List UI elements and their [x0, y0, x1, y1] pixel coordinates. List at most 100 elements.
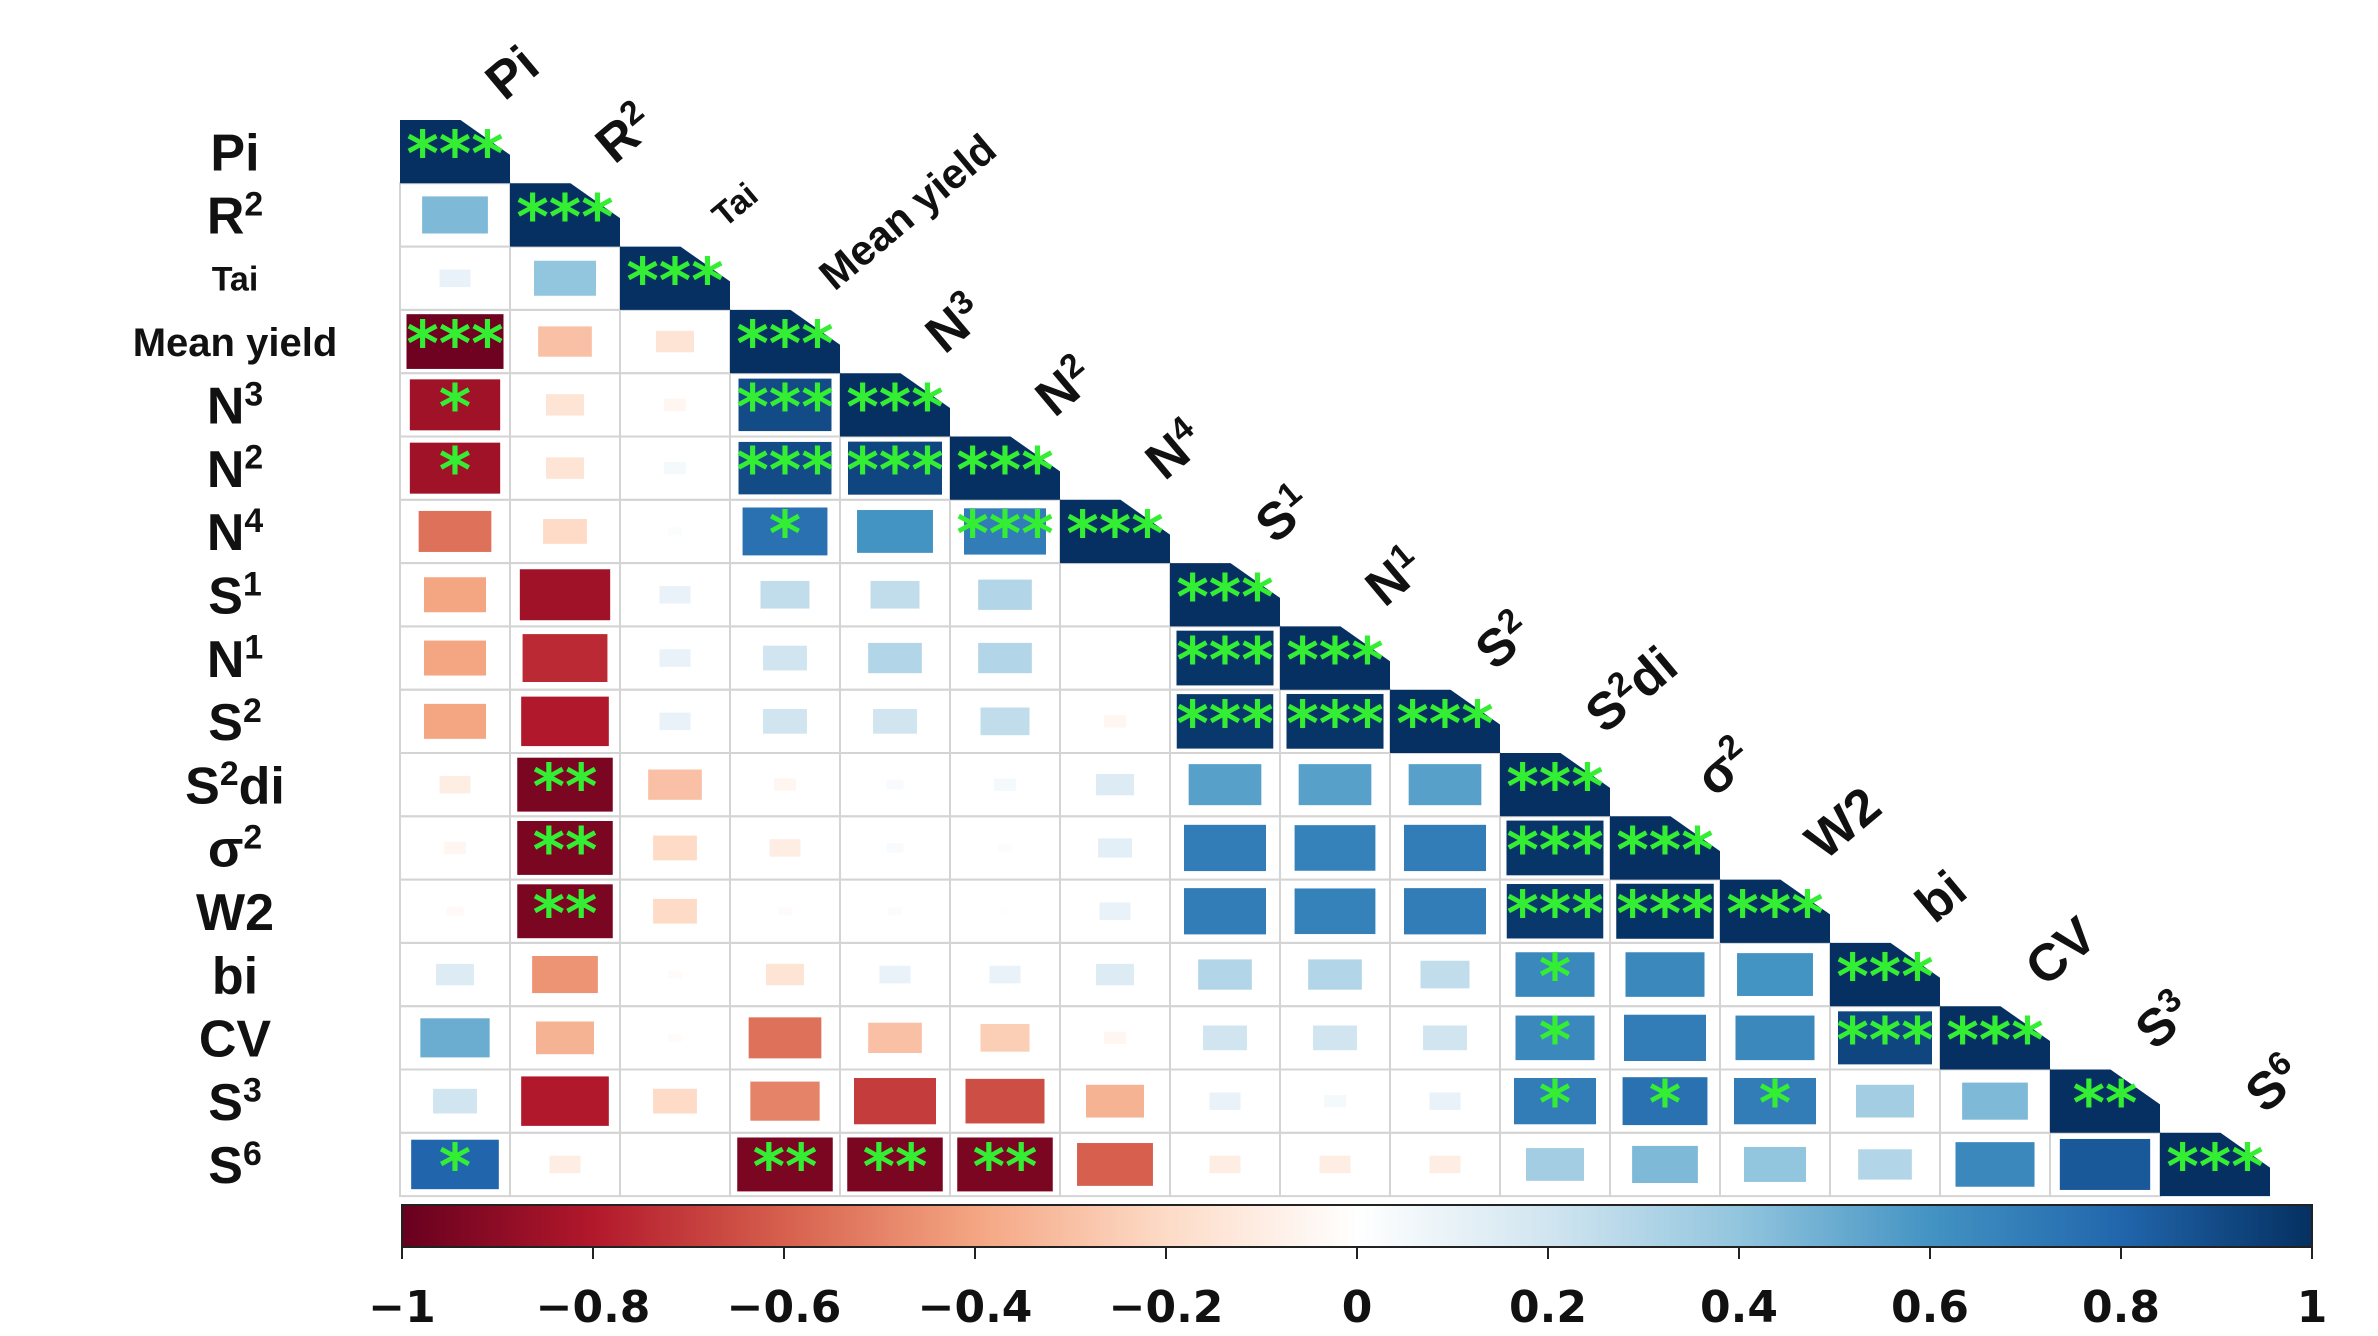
cell-13-8 [1308, 959, 1362, 990]
row-label-4: N3 [207, 375, 263, 435]
cell-7-5 [978, 579, 1032, 610]
row-label-3: Mean yield [133, 321, 338, 365]
col-label-1: R2 [584, 92, 666, 174]
star-13-13: *** [1836, 941, 1933, 1014]
star-6-3: * [769, 497, 801, 570]
cell-6-0 [418, 510, 492, 552]
cell-15-4 [854, 1078, 936, 1125]
cell-13-6 [1096, 963, 1134, 986]
cell-15-13 [1856, 1084, 1914, 1118]
cell-12-4 [888, 907, 902, 916]
cell-2-1 [534, 260, 596, 296]
cell-16-4 [847, 1137, 943, 1192]
row-label-7: S1 [208, 565, 261, 625]
diag-cell-13 [1830, 942, 1940, 1007]
cell-13-11 [1625, 952, 1705, 997]
colorbar-tick-label: −0.4 [918, 1282, 1033, 1333]
cell-15-10 [1514, 1078, 1596, 1125]
cell-16-12 [1744, 1146, 1806, 1182]
cell-15-12 [1734, 1078, 1816, 1125]
cell-15-0 [433, 1088, 477, 1114]
star-5-0: * [439, 434, 471, 507]
colorbar-tick-label: 0.4 [1700, 1282, 1778, 1333]
diag-cell-4 [840, 373, 950, 437]
cell-11-9 [1404, 824, 1486, 872]
cell-5-2 [664, 461, 686, 475]
diag-cell-9 [1390, 689, 1500, 753]
star-8-7: *** [1176, 624, 1273, 697]
cell-14-10 [1515, 1015, 1595, 1061]
col-label-0: Pi [475, 35, 550, 111]
cell-14-7 [1203, 1025, 1247, 1051]
colorbar-tick-label: −1 [368, 1282, 435, 1333]
cell-12-1 [517, 884, 613, 939]
cell-13-3 [766, 963, 804, 986]
cell-16-10 [1526, 1148, 1584, 1181]
cell-10-1 [517, 757, 613, 812]
cell-10-2 [648, 769, 702, 800]
row-label-8: N1 [207, 629, 263, 689]
cell-7-1 [519, 569, 611, 621]
cell-9-0 [424, 703, 486, 739]
cell-13-10 [1515, 952, 1595, 997]
cell-9-1 [521, 696, 609, 747]
cell-8-7 [1176, 630, 1274, 686]
cell-7-4 [870, 580, 920, 609]
cell-9-8 [1286, 693, 1384, 749]
cell-12-3 [778, 907, 792, 916]
row-label-9: S2 [208, 692, 261, 752]
cell-14-6 [1104, 1031, 1126, 1045]
star-16-4: ** [863, 1130, 928, 1203]
star-3-0: *** [406, 308, 503, 381]
cell-15-11 [1622, 1077, 1708, 1126]
cell-11-6 [1098, 838, 1132, 858]
cell-7-0 [424, 577, 486, 613]
cell-10-4 [886, 779, 904, 790]
diag-cell-6 [1060, 499, 1170, 564]
cell-13-9 [1420, 960, 1470, 989]
colorbar-tick-label: 0.2 [1509, 1282, 1587, 1333]
row-label-11: σ2 [208, 818, 262, 878]
cell-14-3 [748, 1017, 822, 1059]
col-label-16: S6 [2234, 1043, 2314, 1123]
col-label-13: bi [1905, 860, 1978, 934]
cell-11-1 [517, 821, 613, 875]
cell-12-9 [1404, 888, 1486, 935]
cell-9-5 [980, 707, 1030, 736]
star-1-1: *** [516, 181, 613, 254]
cell-10-5 [994, 778, 1016, 791]
cell-1-0 [422, 196, 488, 234]
cell-6-3 [742, 507, 828, 556]
star-11-1: ** [533, 814, 598, 887]
col-label-5: N2 [1024, 345, 1106, 427]
diag-cell-7 [1170, 563, 1280, 627]
cell-4-3 [738, 378, 832, 432]
row-label-6: N4 [207, 502, 264, 562]
star-4-4: *** [846, 371, 943, 444]
cell-4-2 [664, 398, 686, 412]
star-14-10: * [1539, 1004, 1571, 1077]
colorbar-gradient [401, 1204, 2313, 1248]
cell-15-7 [1209, 1092, 1241, 1110]
cell-10-9 [1408, 764, 1482, 806]
star-14-13: *** [1836, 1004, 1933, 1077]
cell-11-3 [769, 839, 801, 857]
diag-cell-5 [950, 436, 1060, 500]
col-label-11: σ2 [1684, 726, 1764, 807]
colorbar-tick-label: −0.6 [727, 1282, 842, 1333]
cell-16-5 [957, 1137, 1053, 1192]
cell-10-0 [439, 775, 471, 794]
cell-4-0 [409, 379, 501, 431]
row-label-13: bi [212, 947, 258, 1005]
cell-16-13 [1858, 1149, 1912, 1180]
cell-6-1 [543, 519, 587, 544]
cell-10-7 [1188, 764, 1262, 806]
col-label-6: N4 [1134, 409, 1216, 491]
cell-12-7 [1184, 888, 1266, 935]
cell-16-0 [411, 1139, 499, 1190]
cell-3-1 [538, 326, 592, 357]
diag-cell-1 [510, 183, 620, 247]
